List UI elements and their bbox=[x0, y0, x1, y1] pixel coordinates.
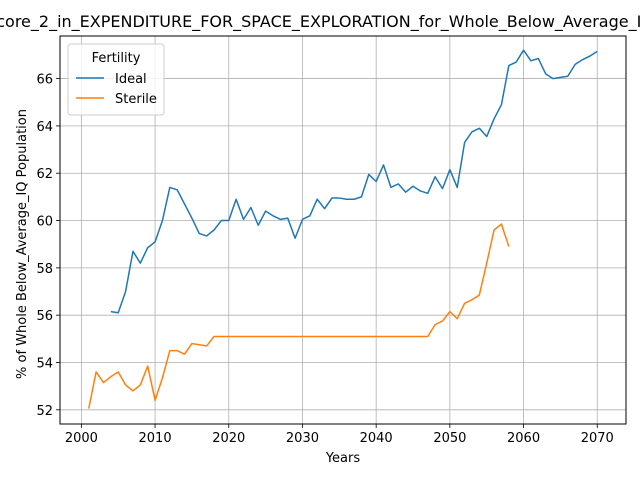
grid bbox=[60, 36, 626, 424]
y-axis-label: % of Whole Below_Average_IQ Population bbox=[15, 109, 30, 379]
series-line-sterile bbox=[88, 223, 510, 409]
legend-title: Fertility bbox=[92, 51, 141, 66]
legend-label-sterile: Sterile bbox=[115, 92, 157, 107]
x-tick-label: 2030 bbox=[286, 431, 319, 446]
y-tick-label: 62 bbox=[36, 167, 53, 182]
y-axis-ticks: 52 54 56 58 60 62 64 66 bbox=[36, 73, 60, 419]
y-tick-label: 60 bbox=[36, 215, 53, 230]
x-tick-label: 2010 bbox=[139, 431, 172, 446]
x-tick-label: 2040 bbox=[360, 431, 393, 446]
x-tick-label: 2000 bbox=[65, 431, 98, 446]
legend-label-ideal: Ideal bbox=[115, 72, 147, 87]
series-lines bbox=[88, 49, 598, 409]
x-tick-label: 2050 bbox=[433, 431, 466, 446]
y-tick-label: 54 bbox=[36, 356, 53, 371]
y-tick-label: 52 bbox=[36, 404, 53, 419]
x-axis-ticks: 2000 2010 2020 2030 2040 2050 2060 2070 bbox=[65, 424, 614, 446]
y-tick-label: 58 bbox=[36, 262, 53, 277]
y-tick-label: 64 bbox=[36, 120, 53, 135]
x-tick-label: 2060 bbox=[507, 431, 540, 446]
x-axis-label: Years bbox=[325, 451, 361, 466]
x-tick-label: 2020 bbox=[212, 431, 245, 446]
axes-frame bbox=[59, 35, 627, 425]
x-tick-label: 2070 bbox=[581, 431, 614, 446]
y-tick-label: 66 bbox=[36, 73, 53, 88]
chart-title: Score_2_in_EXPENDITURE_FOR_SPACE_EXPLORA… bbox=[0, 12, 640, 32]
y-tick-label: 56 bbox=[36, 309, 53, 324]
series-line-ideal bbox=[110, 49, 598, 314]
legend: Fertility Ideal Sterile bbox=[67, 43, 165, 116]
